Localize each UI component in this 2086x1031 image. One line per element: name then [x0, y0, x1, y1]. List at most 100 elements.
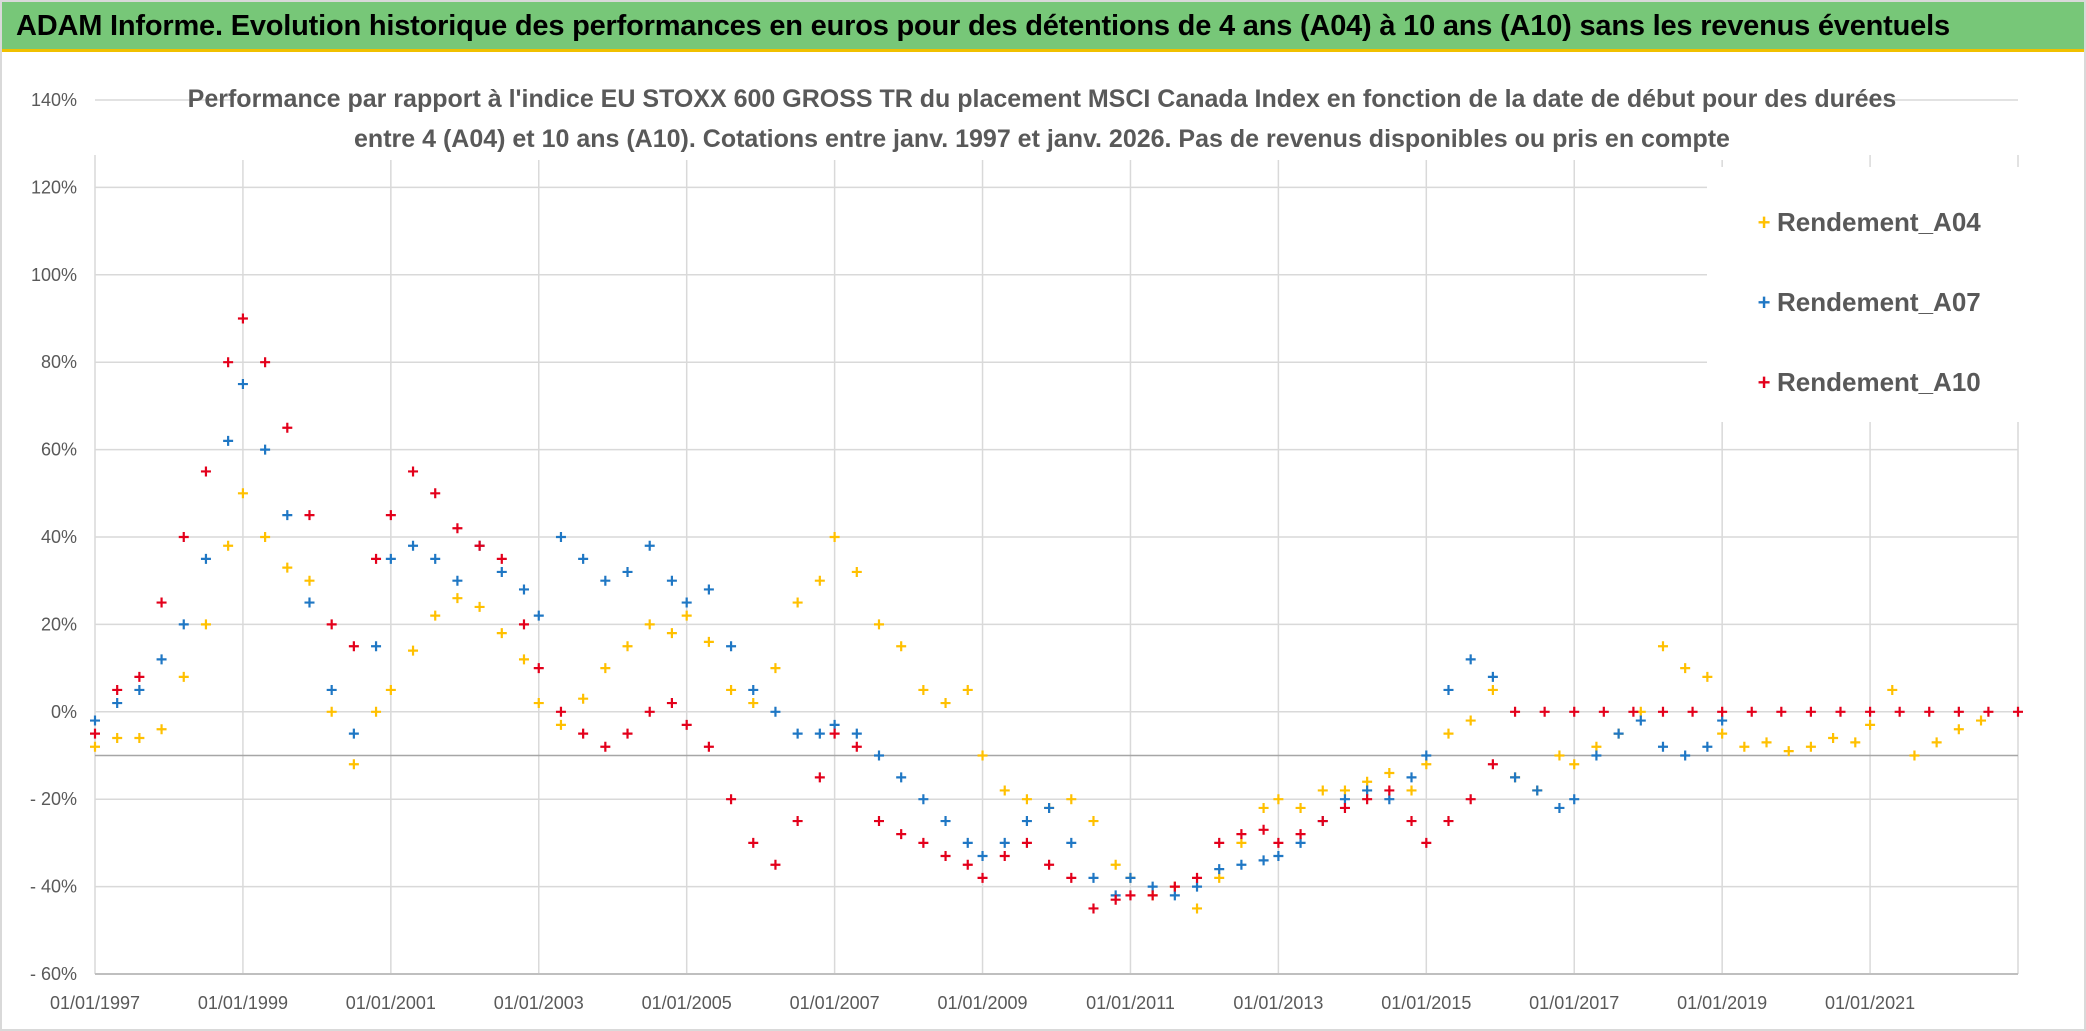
chart-title-line-1: Performance par rapport à l'indice EU ST… — [188, 85, 1897, 113]
rendement-a10-point — [304, 510, 315, 521]
x-tick-label: 01/01/2019 — [1677, 993, 1767, 1013]
rendement-a10-point — [1147, 890, 1158, 901]
rendement-a10-point — [178, 532, 189, 542]
rendement-a10-point — [792, 816, 803, 827]
x-tick-label: 01/01/2017 — [1529, 993, 1619, 1013]
rendement-a07-point — [748, 684, 759, 695]
rendement-a10-point — [1088, 903, 1099, 914]
rendement-a04-point — [726, 684, 737, 695]
rendement-a07-point — [1273, 851, 1284, 862]
rendement-a07-point — [1702, 741, 1713, 752]
rendement-a07-point — [260, 444, 271, 455]
rendement-a04-point — [1295, 802, 1306, 813]
rendement-a10-point — [770, 859, 781, 870]
rendement-a04-point — [496, 628, 507, 639]
rendement-a10-point — [873, 816, 884, 827]
rendement-a04-point — [918, 684, 929, 695]
rendement-a07-point — [977, 851, 988, 862]
rendement-a10-point — [1628, 706, 1639, 717]
rendement-a10-point — [430, 488, 441, 499]
rendement-a07-point — [578, 553, 589, 564]
rendement-a10-point — [1805, 706, 1816, 717]
rendement-a07-point — [999, 837, 1010, 848]
rendement-a10-point — [385, 510, 396, 521]
rendement-a07-point — [90, 715, 100, 726]
rendement-a10-point — [1295, 829, 1306, 840]
rendement-a07-point — [1044, 802, 1055, 813]
rendement-a04-point — [814, 575, 825, 586]
rendement-a10-point — [600, 741, 611, 752]
rendement-a10-point — [681, 719, 692, 730]
x-tick-label: 01/01/2011 — [1086, 993, 1175, 1013]
rendement-a04-point — [1739, 741, 1750, 752]
rendement-a04-point — [1702, 671, 1713, 682]
rendement-a07-point — [1657, 741, 1668, 752]
rendement-a07-point — [1635, 715, 1646, 726]
rendement-a07-point — [1717, 715, 1728, 726]
rendement-a10-point — [496, 553, 507, 564]
rendement-a10-point — [1983, 706, 1994, 717]
rendement-a04-point — [1192, 903, 1203, 914]
rendement-a10-point — [851, 741, 862, 752]
rendement-a10-point — [1273, 837, 1284, 848]
rendement-a10-point — [1924, 706, 1935, 717]
rendement-a04-point — [452, 593, 463, 604]
rendement-a10-point — [1465, 794, 1476, 805]
rendement-a10-point — [940, 851, 951, 862]
rendement-a04-point — [1783, 746, 1794, 757]
legend-marker-a10: + — [1758, 370, 1771, 395]
x-tick-label: 01/01/2001 — [346, 993, 436, 1013]
rendement-a04-point — [408, 645, 419, 656]
rendement-a10-point — [918, 837, 929, 848]
rendement-a10-point — [1717, 706, 1728, 717]
rendement-a04-point — [962, 684, 973, 695]
rendement-a07-point — [1554, 802, 1565, 813]
rendement-a07-point — [1487, 671, 1498, 682]
rendement-a10-point — [1894, 706, 1905, 717]
rendement-a04-point — [237, 488, 248, 499]
rendement-a04-point — [134, 733, 145, 744]
x-tick-label: 01/01/1999 — [198, 993, 288, 1013]
rendement-a07-point — [1088, 872, 1099, 883]
y-tick-label: 140% — [31, 90, 77, 110]
rendement-a07-point — [452, 575, 463, 586]
y-tick-label: - 20% — [30, 789, 77, 809]
y-tick-label: 80% — [41, 352, 77, 372]
rendement-a10-point — [1384, 785, 1395, 796]
rendement-a10-point — [1066, 872, 1077, 883]
x-tick-label: 01/01/1997 — [50, 993, 140, 1013]
legend-item-a10: + Rendement_A10 — [1758, 367, 1981, 397]
rendement-a07-point — [371, 641, 382, 652]
rendement-a10-point — [1021, 837, 1032, 848]
rendement-a04-point — [555, 719, 566, 730]
rendement-a07-point — [644, 540, 655, 551]
rendement-a10-point — [1125, 890, 1136, 901]
rendement-a10-point — [1169, 881, 1180, 892]
rendement-a10-point — [1406, 816, 1417, 827]
y-tick-label: 60% — [41, 440, 77, 460]
rendement-a04-point — [1339, 785, 1350, 796]
rendement-a04-point — [1258, 802, 1269, 813]
rendement-a07-point — [223, 435, 234, 446]
rendement-a04-point — [1953, 724, 1964, 735]
rendement-a10-point — [408, 466, 419, 477]
rendement-a07-point — [1406, 772, 1417, 783]
rendement-a04-point — [430, 610, 441, 621]
rendement-a10-point — [134, 671, 145, 682]
rendement-a07-point — [1295, 837, 1306, 848]
rendement-a04-point — [1931, 737, 1942, 748]
rendement-a10-point — [622, 728, 633, 739]
rendement-a07-point — [156, 654, 167, 665]
rendement-a07-point — [237, 379, 248, 390]
rendement-a07-point — [940, 816, 951, 827]
rendement-a04-point — [792, 597, 803, 608]
rendement-a04-point — [282, 562, 293, 573]
legend-label-a10: Rendement_A10 — [1777, 367, 1981, 397]
rendement-a04-point — [223, 540, 234, 551]
legend-item-a07: + Rendement_A07 — [1758, 287, 1981, 317]
legend-item-a04: + Rendement_A04 — [1758, 207, 1982, 237]
rendement-a04-point — [1362, 776, 1373, 787]
rendement-a07-point — [1021, 816, 1032, 827]
x-tick-label: 01/01/2015 — [1381, 993, 1471, 1013]
rendement-a04-point — [1850, 737, 1861, 748]
